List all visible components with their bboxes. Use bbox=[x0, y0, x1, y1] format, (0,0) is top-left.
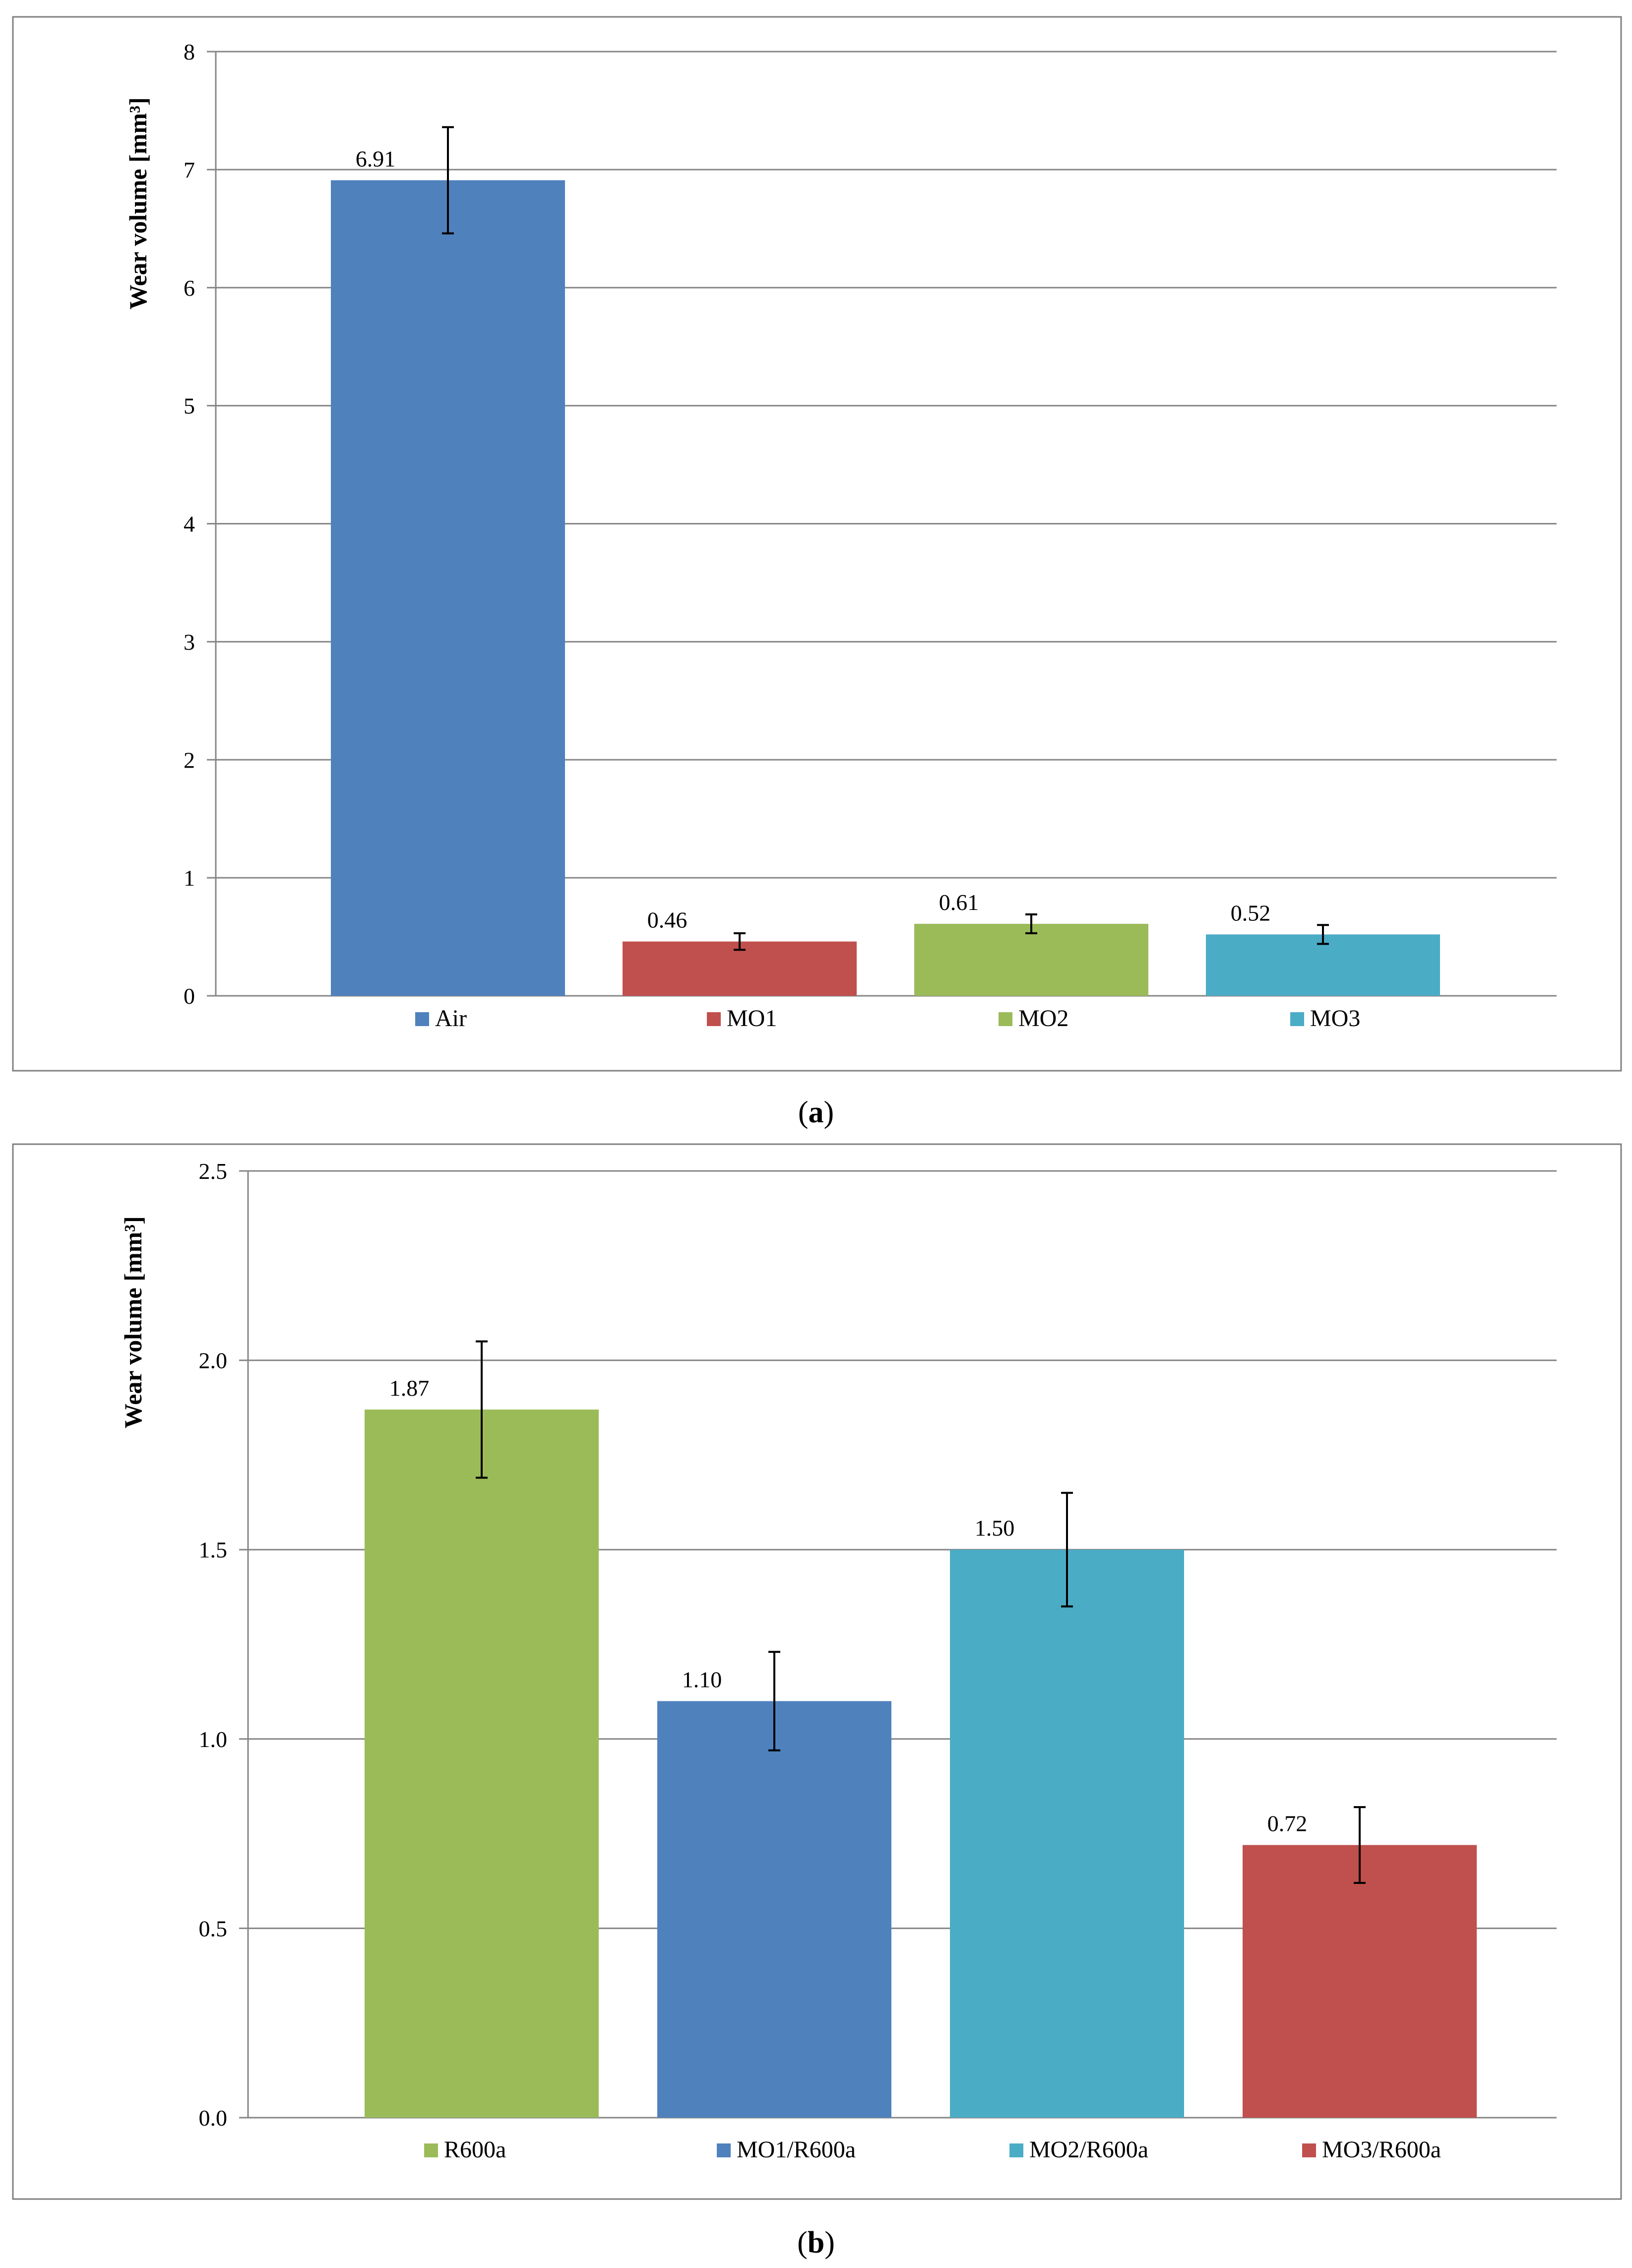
panel-letter-a: a bbox=[809, 1096, 824, 1129]
y-axis-label-a: Wear volume [mm³] bbox=[124, 97, 152, 310]
y-tick-labels-a: 0 1 2 3 4 5 6 7 8 bbox=[184, 39, 195, 1009]
y-tick-label-b-5: 2.5 bbox=[199, 1159, 228, 1184]
legend-swatch-b-0 bbox=[424, 2143, 438, 2157]
data-labels-b: 1.87 1.10 1.50 0.72 bbox=[389, 1375, 1308, 1836]
bars-a bbox=[331, 180, 1440, 996]
data-label-a-3: 0.52 bbox=[1231, 900, 1271, 925]
y-tick-label-a-8: 8 bbox=[184, 39, 195, 65]
panel-label-a: (a) bbox=[798, 1096, 834, 1129]
data-label-a-2: 0.61 bbox=[939, 890, 979, 915]
error-bar-a-0 bbox=[442, 126, 454, 235]
bar-b-r600a bbox=[365, 1409, 599, 2118]
y-tick-labels-b: 0.0 0.5 1.0 1.5 2.0 2.5 bbox=[199, 1159, 228, 2131]
legend-swatch-b-3 bbox=[1302, 2143, 1316, 2157]
data-label-b-3: 0.72 bbox=[1267, 1811, 1308, 1836]
legend-label-b-3: MO3/R600a bbox=[1322, 2137, 1441, 2163]
error-bar-b-2 bbox=[1061, 1491, 1073, 1608]
legend-swatch-b-2 bbox=[1009, 2143, 1023, 2157]
y-tick-label-b-2: 1.0 bbox=[199, 1727, 228, 1752]
data-label-a-1: 0.46 bbox=[647, 907, 688, 933]
y-tick-label-b-3: 1.5 bbox=[199, 1537, 228, 1562]
legend-item-b-0: R600a bbox=[424, 2137, 506, 2163]
y-tick-label-a-4: 4 bbox=[184, 512, 195, 537]
legend-item-a-1: MO1 bbox=[707, 1005, 777, 1032]
legend-swatch-a-0 bbox=[415, 1012, 429, 1026]
bar-a-mo2 bbox=[914, 923, 1148, 996]
legend-label-b-2: MO2/R600a bbox=[1029, 2137, 1148, 2163]
error-bars-a bbox=[442, 126, 1329, 951]
legend-label-b-1: MO1/R600a bbox=[737, 2137, 856, 2163]
legend-b: R600a MO1/R600a MO2/R600a MO3/R600a bbox=[424, 2137, 1441, 2163]
y-tick-label-a-7: 7 bbox=[184, 157, 195, 183]
bar-b-mo2-r600a bbox=[950, 1550, 1184, 2118]
legend-label-b-0: R600a bbox=[444, 2137, 506, 2163]
y-tick-label-b-1: 0.5 bbox=[199, 1916, 228, 1941]
error-bar-b-0 bbox=[476, 1340, 488, 1479]
error-bar-b-3 bbox=[1354, 1806, 1366, 1884]
error-bar-a-1 bbox=[734, 932, 746, 951]
legend-item-b-2: MO2/R600a bbox=[1009, 2137, 1148, 2163]
legend-swatch-b-1 bbox=[717, 2143, 731, 2157]
error-bar-a-3 bbox=[1317, 924, 1329, 945]
legend-a: Air MO1 MO2 MO3 bbox=[415, 1005, 1360, 1032]
legend-swatch-a-3 bbox=[1290, 1012, 1304, 1026]
y-tick-label-a-3: 3 bbox=[184, 629, 195, 654]
bars-b bbox=[365, 1409, 1477, 2118]
y-tick-label-a-0: 0 bbox=[184, 983, 195, 1009]
y-tick-label-a-5: 5 bbox=[184, 393, 195, 419]
data-label-a-0: 6.91 bbox=[356, 146, 396, 171]
data-label-b-2: 1.50 bbox=[975, 1515, 1015, 1541]
y-tick-label-a-6: 6 bbox=[184, 275, 195, 301]
legend-swatch-a-2 bbox=[999, 1012, 1012, 1026]
legend-label-a-3: MO3 bbox=[1310, 1005, 1360, 1032]
y-axis-label-b: Wear volume [mm³] bbox=[119, 1216, 147, 1428]
legend-item-b-1: MO1/R600a bbox=[717, 2137, 856, 2163]
error-bar-b-1 bbox=[768, 1651, 780, 1751]
legend-label-a-0: Air bbox=[435, 1005, 467, 1032]
chart-panel-b: 0.0 0.5 1.0 1.5 2.0 2.5 1.87 1.10 1.50 0.72 R600… bbox=[12, 1143, 1622, 2260]
data-label-b-0: 1.87 bbox=[389, 1375, 430, 1401]
bar-b-mo3-r600a bbox=[1243, 1845, 1477, 2118]
data-labels-a: 6.91 0.46 0.61 0.52 bbox=[356, 146, 1271, 932]
legend-item-a-2: MO2 bbox=[999, 1005, 1068, 1032]
error-bar-a-2 bbox=[1025, 913, 1037, 934]
legend-item-a-3: MO3 bbox=[1290, 1005, 1360, 1032]
y-tick-label-a-1: 1 bbox=[184, 865, 195, 891]
legend-item-b-3: MO3/R600a bbox=[1302, 2137, 1441, 2163]
y-tick-label-b-0: 0.0 bbox=[199, 2105, 228, 2131]
chart-frame-a bbox=[12, 16, 1622, 1072]
bar-a-air bbox=[331, 180, 565, 996]
error-bars-b bbox=[476, 1340, 1366, 1884]
panel-letter-b: b bbox=[808, 2226, 824, 2260]
panel-label-b: (b) bbox=[797, 2226, 835, 2260]
legend-item-a-0: Air bbox=[415, 1005, 467, 1032]
legend-label-a-2: MO2 bbox=[1018, 1005, 1068, 1032]
legend-swatch-a-1 bbox=[707, 1012, 721, 1026]
legend-label-a-1: MO1 bbox=[727, 1005, 777, 1032]
bar-b-mo1-r600a bbox=[657, 1701, 891, 2118]
y-tick-label-b-4: 2.0 bbox=[199, 1348, 228, 1373]
data-label-b-1: 1.10 bbox=[682, 1667, 722, 1692]
y-tick-label-a-2: 2 bbox=[184, 747, 195, 773]
